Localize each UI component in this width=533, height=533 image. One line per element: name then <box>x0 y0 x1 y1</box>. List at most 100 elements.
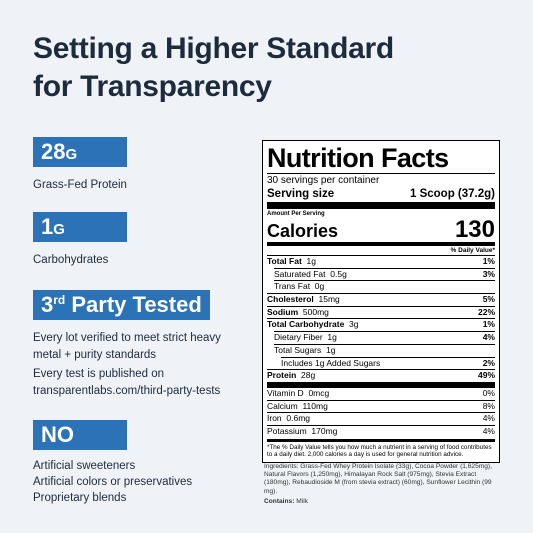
description-line: Artificial colors or preservatives <box>33 476 193 488</box>
servings: 30 servings per container <box>267 173 495 187</box>
nutrient-row: Trans Fat 0g <box>274 280 495 293</box>
description-line: Every test is published on <box>33 368 165 380</box>
nutrient-name: Protein <box>267 370 297 381</box>
nutrient-amount: 15mg <box>318 294 340 305</box>
ingredients: Ingredients: Grass-Fed Whey Protein Isol… <box>264 463 500 506</box>
nutrient-amount: 0g <box>314 281 325 292</box>
paragraph: Artificial sweeteners Artificial colors o… <box>33 458 192 506</box>
contains: Contains: Milk <box>264 498 500 506</box>
calories-label: Calories <box>267 221 339 241</box>
paragraph: Every lot verified to meet strict heavy m… <box>33 330 221 364</box>
nutrient-amount: 0mcg <box>308 387 330 398</box>
title-line: for Transparency <box>33 70 272 103</box>
footnote: *The % Daily Value tells you how much a … <box>267 443 492 459</box>
nutrient-row: Includes 1g Added Sugars 2% <box>281 356 495 370</box>
paragraph: Carbohydrates <box>33 252 108 269</box>
nutrient-name: Dietary Fiber <box>274 332 323 343</box>
nutrient-dv: 1% <box>482 319 495 330</box>
nutrient-name: Total Fat <box>267 256 302 266</box>
micronutrients: Vitamin D 0mcg 0% Calcium 110mg 8% Iron 0.6m… <box>267 388 495 438</box>
nutrient-name: Cholesterol <box>267 294 314 305</box>
contains-value: Milk <box>296 497 308 505</box>
nutrient-row: Protein 28g 49% <box>267 369 495 382</box>
description-line: transparentlabs.com/third-party-tests <box>33 385 221 397</box>
nutrient-amount: 3g <box>349 319 359 330</box>
nutrient-row: Total Fat 1g 1% <box>267 255 495 268</box>
description: Every lot verified to meet strict heavy m… <box>33 330 221 402</box>
dv-header: % Daily Value* <box>450 247 495 254</box>
calories-row: Calories 130 <box>267 218 495 246</box>
description-line: Carbohydrates <box>33 254 109 266</box>
nutrient-amount: 1g <box>327 332 337 343</box>
amount-per-serving: Amount Per Serving <box>267 211 325 217</box>
nutrient-row: Dietary Fiber 1g 4% <box>274 331 495 344</box>
label-title: Nutrition Facts <box>267 143 449 173</box>
nutrient-dv: 49% <box>477 370 495 381</box>
nutrient-dv: 3% <box>482 268 495 279</box>
nutrient-dv: 2% <box>482 357 495 368</box>
nutrient-name: Sodium <box>267 306 299 317</box>
nutrient-name-group: Sodium 500mg <box>267 307 329 319</box>
nutrient-name-group: Total Carbohydrate 3g <box>267 319 359 331</box>
nutrient-name: Total Sugars <box>274 344 322 355</box>
nutrient-dv: 5% <box>482 294 495 305</box>
nutrient-name-group: Total Fat 1g <box>267 256 316 268</box>
nutrient-row: Iron 0.6mg 4% <box>267 412 495 425</box>
nutrition-label: Nutrition Facts 30 servings per containe… <box>262 140 500 463</box>
nutrient-name: Trans Fat <box>274 281 311 292</box>
badge: NO <box>33 420 127 450</box>
badge-value: 3 <box>41 292 54 317</box>
divider <box>267 381 495 388</box>
nutrient-name-group: Trans Fat 0g <box>274 281 324 293</box>
nutrient-dv: 22% <box>477 306 495 317</box>
nutrient-row: Vitamin D 0mcg 0% <box>267 388 495 400</box>
nutrient-name: Total Carbohydrate <box>267 319 345 330</box>
nutrient-dv: 4% <box>482 425 495 436</box>
description-line: Proprietary blends <box>33 492 127 504</box>
badge-text: Party Tested <box>65 292 202 317</box>
nutrient-amount: 170mg <box>311 425 338 436</box>
nutrient-amount: 1g <box>325 344 336 355</box>
nutrient-amount: 0.6mg <box>286 413 311 424</box>
nutrients: Total Fat 1g 1% Saturated Fat 0.5g 3% Trans … <box>267 255 495 382</box>
badge-unit: G <box>53 221 65 238</box>
nutrient-row: Potassium 170mg 4% <box>267 424 495 438</box>
badge-value: NO <box>41 422 74 447</box>
nutrient-row: Total Sugars 1g <box>274 343 495 357</box>
nutrient-dv: 8% <box>482 400 495 411</box>
serving-size-label: Serving size <box>267 188 335 200</box>
nutrient-row: Sodium 500mg 22% <box>267 305 495 319</box>
serving-size-row: Serving size 1 Scoop (37.2g) <box>267 187 495 209</box>
nutrient-row: Saturated Fat 0.5g 3% <box>274 267 495 281</box>
ingredients-text: Ingredients: Grass-Fed Whey Protein Isol… <box>264 463 492 495</box>
nutrient-name: Vitamin D <box>267 387 304 398</box>
nutrient-name-group: Protein 28g <box>267 370 315 382</box>
description: Grass-Fed Protein <box>33 177 127 196</box>
serving-size: 1 Scoop (37.2g) <box>410 188 495 200</box>
nutrient-name: Calcium <box>267 400 298 411</box>
nutrient-dv: 1% <box>482 256 495 266</box>
nutrient-name: Includes 1g Added Sugars <box>281 357 381 368</box>
badge-sup: rd <box>53 293 66 307</box>
description-line: Every lot verified to meet strict heavy <box>33 332 221 344</box>
badge: 28G <box>33 137 127 167</box>
nutrient-name: Potassium <box>267 425 307 436</box>
badge-value: 1 <box>41 214 54 239</box>
nutrient-name: Iron <box>267 413 282 424</box>
nutrient-amount: 110mg <box>302 400 328 411</box>
title-line: Setting a Higher Standard <box>33 32 394 65</box>
nutrient-name-group: Includes 1g Added Sugars <box>281 358 380 370</box>
nutrient-amount: 0.5g <box>330 268 347 279</box>
nutrient-name-group: Iron 0.6mg <box>267 413 310 425</box>
nutrient-name-group: Vitamin D 0mcg <box>267 388 329 400</box>
description-line: metal + purity standards <box>33 349 157 361</box>
nutrient-name-group: Potassium 170mg <box>267 426 337 438</box>
nutrient-row: Calcium 110mg 8% <box>267 399 495 413</box>
nutrient-dv: 0% <box>482 387 495 398</box>
badge: 1G <box>33 212 127 242</box>
paragraph: Every test is published on transparentlab… <box>33 366 221 400</box>
badge-unit: G <box>65 146 78 163</box>
divider <box>267 438 495 442</box>
nutrient-name-group: Calcium 110mg <box>267 401 328 413</box>
description-line: Artificial sweeteners <box>33 460 136 472</box>
